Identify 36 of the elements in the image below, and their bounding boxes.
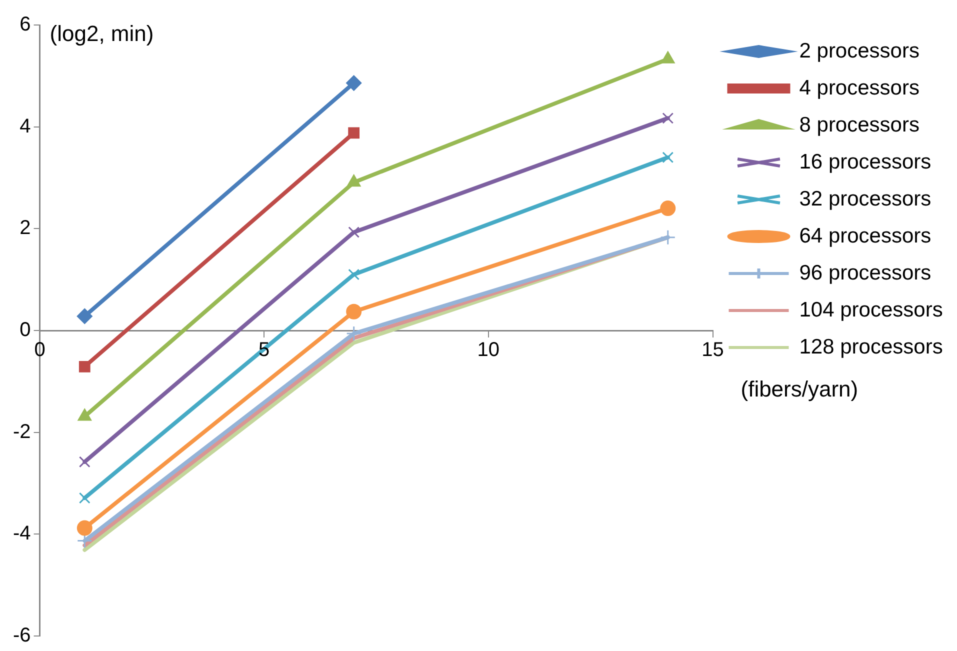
point — [346, 75, 362, 91]
point — [348, 127, 360, 139]
point — [78, 360, 90, 372]
point — [346, 304, 362, 320]
point — [660, 230, 676, 246]
y-tick-label: -4 — [12, 522, 31, 545]
point — [660, 200, 676, 216]
point — [348, 268, 360, 280]
point — [76, 308, 92, 324]
point — [348, 226, 360, 238]
y-tick-label: 6 — [20, 14, 31, 36]
y-tick-label: -2 — [12, 420, 31, 443]
y-tick-label: 2 — [20, 217, 31, 240]
x-tick-label: 10 — [477, 339, 500, 362]
legend-label: 64 processors — [799, 224, 932, 248]
point — [78, 492, 90, 504]
legend-label: 2 processors — [799, 39, 920, 62]
y-tick-label: 0 — [20, 319, 31, 342]
legend-label: 104 processors — [799, 298, 943, 322]
y-axis-title: (log2, min) — [50, 21, 154, 46]
x-tick-label: 0 — [34, 339, 46, 362]
point — [76, 520, 92, 536]
legend-label: 32 processors — [799, 187, 932, 210]
legend-label: 96 processors — [799, 261, 932, 284]
point — [78, 456, 90, 468]
x-axis-title: (fibers/yarn) — [740, 376, 858, 402]
legend-label: 4 processors — [799, 76, 920, 100]
point — [662, 152, 674, 164]
point — [346, 326, 362, 342]
legend-label: 128 processors — [799, 335, 943, 358]
x-tick-label: 15 — [702, 339, 724, 362]
point — [662, 112, 674, 124]
y-tick-label: -6 — [12, 624, 31, 647]
y-tick-label: 4 — [20, 115, 31, 138]
legend-label: 8 processors — [799, 113, 920, 136]
legend-label: 16 processors — [799, 150, 932, 174]
